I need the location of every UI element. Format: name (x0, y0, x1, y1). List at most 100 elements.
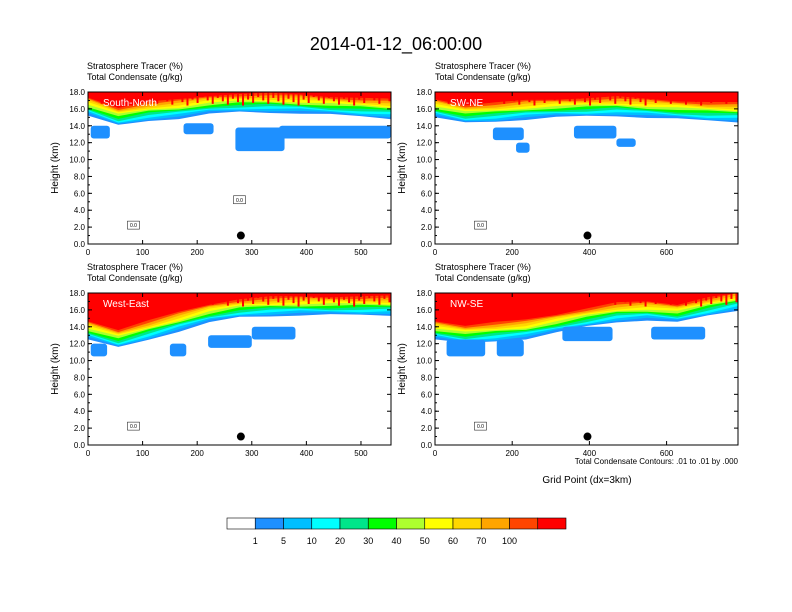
contour-label-box (474, 421, 487, 431)
tracer-spike (568, 293, 571, 303)
tracer-spike (664, 92, 667, 101)
y-tick-label: 6.0 (74, 390, 86, 399)
tracer-spike (267, 293, 270, 305)
tracer-patch (496, 339, 524, 357)
tracer-spike (343, 293, 346, 300)
tracer-spike (609, 92, 612, 101)
tracer-spike (277, 92, 280, 102)
y-tick-label: 10.0 (69, 156, 85, 165)
tracer-spike (730, 293, 733, 299)
panel-nw-se: Stratosphere Tracer (%)Total Condensate … (397, 262, 739, 458)
tracer-spike (146, 293, 149, 299)
tracer-spike (543, 293, 546, 304)
y-tick-label: 4.0 (421, 407, 433, 416)
tracer-spike (206, 293, 209, 302)
tracer-spike (604, 293, 607, 299)
tracer-patch (251, 326, 296, 340)
x-tick-label: 400 (300, 449, 314, 458)
tracer-spike (639, 293, 642, 304)
tracer-spike (115, 92, 118, 105)
y-tick-label: 6.0 (421, 390, 433, 399)
tracer-patch (183, 123, 214, 135)
tracer-patch (492, 127, 524, 141)
panel-subtitle-condensate: Total Condensate (g/kg) (87, 72, 183, 82)
tracer-spike (105, 293, 108, 299)
tracer-spike (282, 293, 285, 306)
tracer-spike (337, 293, 340, 306)
tracer-spike (437, 92, 440, 98)
tracer-spike (125, 293, 128, 304)
tracer-spike (100, 293, 103, 305)
colorbar-label: 20 (335, 536, 345, 546)
section-label: SW-NE (450, 98, 483, 109)
tracer-spike (368, 92, 371, 98)
location-marker (583, 432, 592, 441)
tracer-spike (614, 92, 617, 104)
tracer-spike (120, 293, 123, 300)
tracer-spike (735, 92, 738, 102)
tracer-spike (262, 92, 265, 101)
tracer-spike (493, 293, 496, 299)
y-tick-label: 8.0 (74, 373, 86, 382)
colorbar-swatch (396, 517, 426, 530)
contour-note: Total Condensate Contours: .01 to .01 by… (575, 457, 739, 466)
tracer-spike (272, 92, 275, 98)
tracer-patch (208, 335, 252, 348)
figure-title: 2014-01-12_06:00:00 (310, 34, 482, 55)
tracer-spike (705, 92, 708, 100)
tracer-spike (181, 92, 184, 103)
tracer-spike (523, 293, 526, 300)
tracer-spike (302, 293, 305, 301)
tracer-spike (186, 293, 189, 307)
tracer-spike (690, 293, 693, 300)
y-tick-label: 16.0 (416, 105, 432, 114)
tracer-spike (634, 92, 637, 99)
tracer-spike (327, 293, 330, 299)
tracer-spike (508, 293, 511, 299)
tracer-spike (695, 92, 698, 103)
x-tick-label: 200 (191, 248, 205, 257)
tracer-spike (599, 92, 602, 103)
x-tick-label: 600 (660, 248, 674, 257)
tracer-spike (105, 92, 108, 98)
y-tick-label: 14.0 (416, 323, 432, 332)
tracer-spike (297, 92, 300, 106)
x-tick-label: 400 (583, 248, 597, 257)
tracer-spike (498, 293, 501, 302)
x-tick-label: 100 (136, 248, 150, 257)
tracer-spike (231, 293, 234, 300)
tracer-spike (482, 92, 485, 100)
tracer-spike (297, 293, 300, 307)
tracer-spike (322, 293, 325, 305)
tracer-spike (452, 92, 455, 98)
tracer-spike (348, 92, 351, 103)
tracer-spike (644, 92, 647, 106)
location-marker (583, 231, 592, 240)
colorbar: 1 5 10 20 30 40 50 60 70 100 (226, 517, 567, 546)
tracer-patch (235, 127, 285, 152)
tracer-spike (629, 92, 632, 105)
colorbar-swatch (509, 517, 539, 530)
tracer-spike (231, 92, 234, 99)
tracer-spike (649, 293, 652, 301)
tracer-spike (548, 92, 551, 98)
section-label: NW-SE (450, 299, 483, 310)
x-tick-label: 400 (300, 248, 314, 257)
tracer-spike (236, 92, 239, 103)
tracer-spike (348, 293, 351, 304)
colorbar-swatch (254, 517, 284, 530)
plot-area (88, 92, 391, 152)
tracer-spike (292, 92, 295, 103)
tracer-spike (267, 92, 270, 104)
tracer-spike (90, 293, 93, 299)
tracer-spike (659, 92, 662, 98)
tracer-spike (211, 293, 214, 305)
tracer-spike (488, 92, 491, 103)
tracer-patch (279, 125, 391, 139)
tracer-patch (516, 142, 530, 153)
tracer-spike (538, 92, 541, 100)
tracer-spike (95, 293, 98, 302)
tracer-patch (562, 326, 613, 342)
tracer-spike (513, 293, 516, 303)
